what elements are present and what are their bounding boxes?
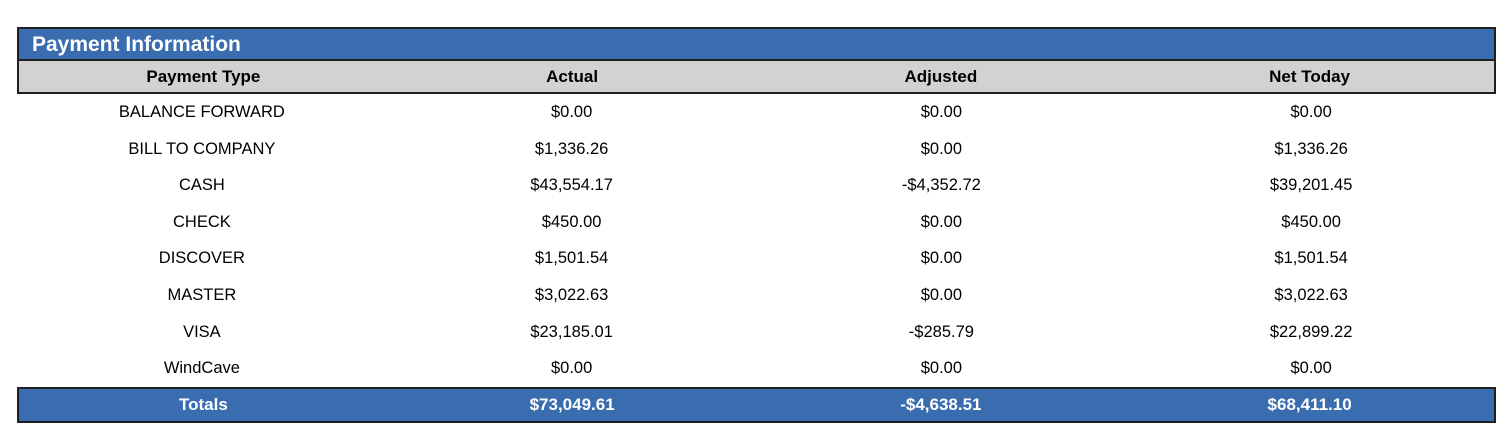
table-row: BALANCE FORWARD $0.00 $0.00 $0.00 — [17, 94, 1496, 131]
totals-net-today-cell: $68,411.10 — [1267, 394, 1352, 414]
table-row: BILL TO COMPANY $1,336.26 $0.00 $1,336.2… — [17, 130, 1496, 168]
payment-type-cell: VISA — [183, 322, 221, 341]
table-row: VISA $23,185.01 -$285.79 $22,899.22 — [17, 313, 1496, 351]
table-row: CHECK $450.00 $0.00 $450.00 — [17, 203, 1496, 241]
adjusted-cell: -$285.79 — [908, 322, 974, 341]
net-today-cell: $22,899.22 — [1269, 322, 1353, 341]
table-row: WindCave $0.00 $0.00 $0.00 — [17, 350, 1496, 387]
actual-cell: $1,501.54 — [534, 249, 609, 268]
net-today-cell: $0.00 — [1290, 359, 1332, 378]
table-row: CASH $43,554.17 -$4,352.72 $39,201.45 — [17, 167, 1496, 204]
column-header-actual: Actual — [546, 67, 599, 86]
adjusted-cell: $0.00 — [920, 359, 963, 378]
actual-cell: $1,336.26 — [534, 139, 609, 158]
net-today-cell: $1,501.54 — [1274, 249, 1348, 268]
payment-type-cell: BILL TO COMPANY — [128, 139, 276, 158]
net-today-cell: $450.00 — [1281, 212, 1341, 231]
payment-type-cell: DISCOVER — [158, 249, 245, 268]
totals-actual-cell: $73,049.61 — [529, 394, 615, 414]
payment-information-report: Payment Information Payment Type Actual … — [17, 27, 1496, 423]
adjusted-cell: $0.00 — [920, 103, 963, 121]
adjusted-cell: -$4,352.72 — [901, 176, 981, 195]
actual-cell: $0.00 — [550, 359, 593, 378]
report-header-block: Payment Information Payment Type Actual … — [17, 27, 1496, 94]
net-today-cell: $39,201.45 — [1269, 176, 1353, 195]
actual-cell: $450.00 — [541, 212, 602, 231]
totals-adjusted-cell: -$4,638.51 — [900, 394, 982, 414]
actual-cell: $43,554.17 — [530, 176, 613, 195]
net-today-cell: $1,336.26 — [1274, 139, 1348, 158]
column-header-net-today: Net Today — [1269, 67, 1351, 86]
totals-label: Totals — [178, 394, 228, 414]
payment-type-cell: WindCave — [163, 359, 240, 378]
column-header-row: Payment Type Actual Adjusted Net Today — [19, 61, 1494, 92]
net-today-cell: $0.00 — [1290, 103, 1332, 121]
column-header-payment-type: Payment Type — [146, 67, 261, 86]
adjusted-cell: $0.00 — [920, 212, 963, 231]
payment-type-cell: CHECK — [172, 212, 231, 231]
actual-cell: $3,022.63 — [534, 285, 609, 304]
actual-cell: $0.00 — [550, 103, 593, 121]
adjusted-cell: $0.00 — [920, 139, 963, 158]
adjusted-cell: $0.00 — [920, 249, 963, 268]
totals-row: Totals $73,049.61 -$4,638.51 $68,411.10 — [17, 386, 1496, 423]
report-title: Payment Information — [19, 29, 1494, 61]
payment-type-cell: BALANCE FORWARD — [118, 103, 285, 121]
column-header-adjusted: Adjusted — [904, 67, 978, 86]
net-today-cell: $3,022.63 — [1274, 285, 1348, 304]
payment-type-cell: MASTER — [167, 285, 237, 304]
table-row: MASTER $3,022.63 $0.00 $3,022.63 — [17, 276, 1496, 314]
adjusted-cell: $0.00 — [920, 285, 963, 304]
table-row: DISCOVER $1,501.54 $0.00 $1,501.54 — [17, 240, 1496, 277]
payment-rows: BALANCE FORWARD $0.00 $0.00 $0.00 BILL T… — [17, 94, 1496, 387]
actual-cell: $23,185.01 — [530, 322, 613, 341]
payment-type-cell: CASH — [178, 176, 225, 195]
